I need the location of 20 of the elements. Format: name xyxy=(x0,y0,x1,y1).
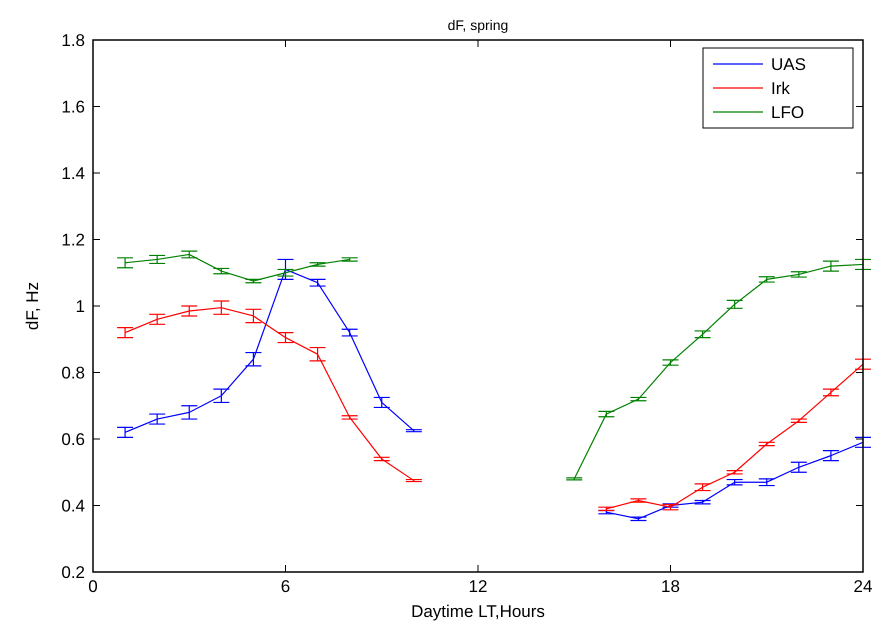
y-tick-label: 0.8 xyxy=(61,364,85,382)
y-tick-label: 0.4 xyxy=(61,496,85,516)
y-tick-label: 0.6 xyxy=(61,430,85,449)
legend-label: LFO xyxy=(771,103,804,122)
chart-title: dF, spring xyxy=(448,17,508,33)
y-tick-label: 0.2 xyxy=(61,563,85,582)
y-tick-label: 1 xyxy=(76,297,85,316)
x-tick-label: 18 xyxy=(661,577,680,596)
x-tick-label: 12 xyxy=(468,577,488,596)
x-tick-label: 6 xyxy=(280,577,290,596)
y-axis-title: dF, Hz xyxy=(23,282,42,330)
x-axis-title: Daytime LT,Hours xyxy=(411,602,545,621)
legend-label: Irk xyxy=(771,79,790,98)
y-tick-label: 1.2 xyxy=(61,230,85,250)
y-tick-label: 1.8 xyxy=(61,31,85,50)
y-tick-label: 1.6 xyxy=(61,98,85,116)
x-tick-label: 0 xyxy=(88,577,98,596)
legend-label: UAS xyxy=(771,55,806,74)
x-tick-label: 24 xyxy=(854,577,872,596)
y-tick-label: 1.4 xyxy=(61,164,85,183)
